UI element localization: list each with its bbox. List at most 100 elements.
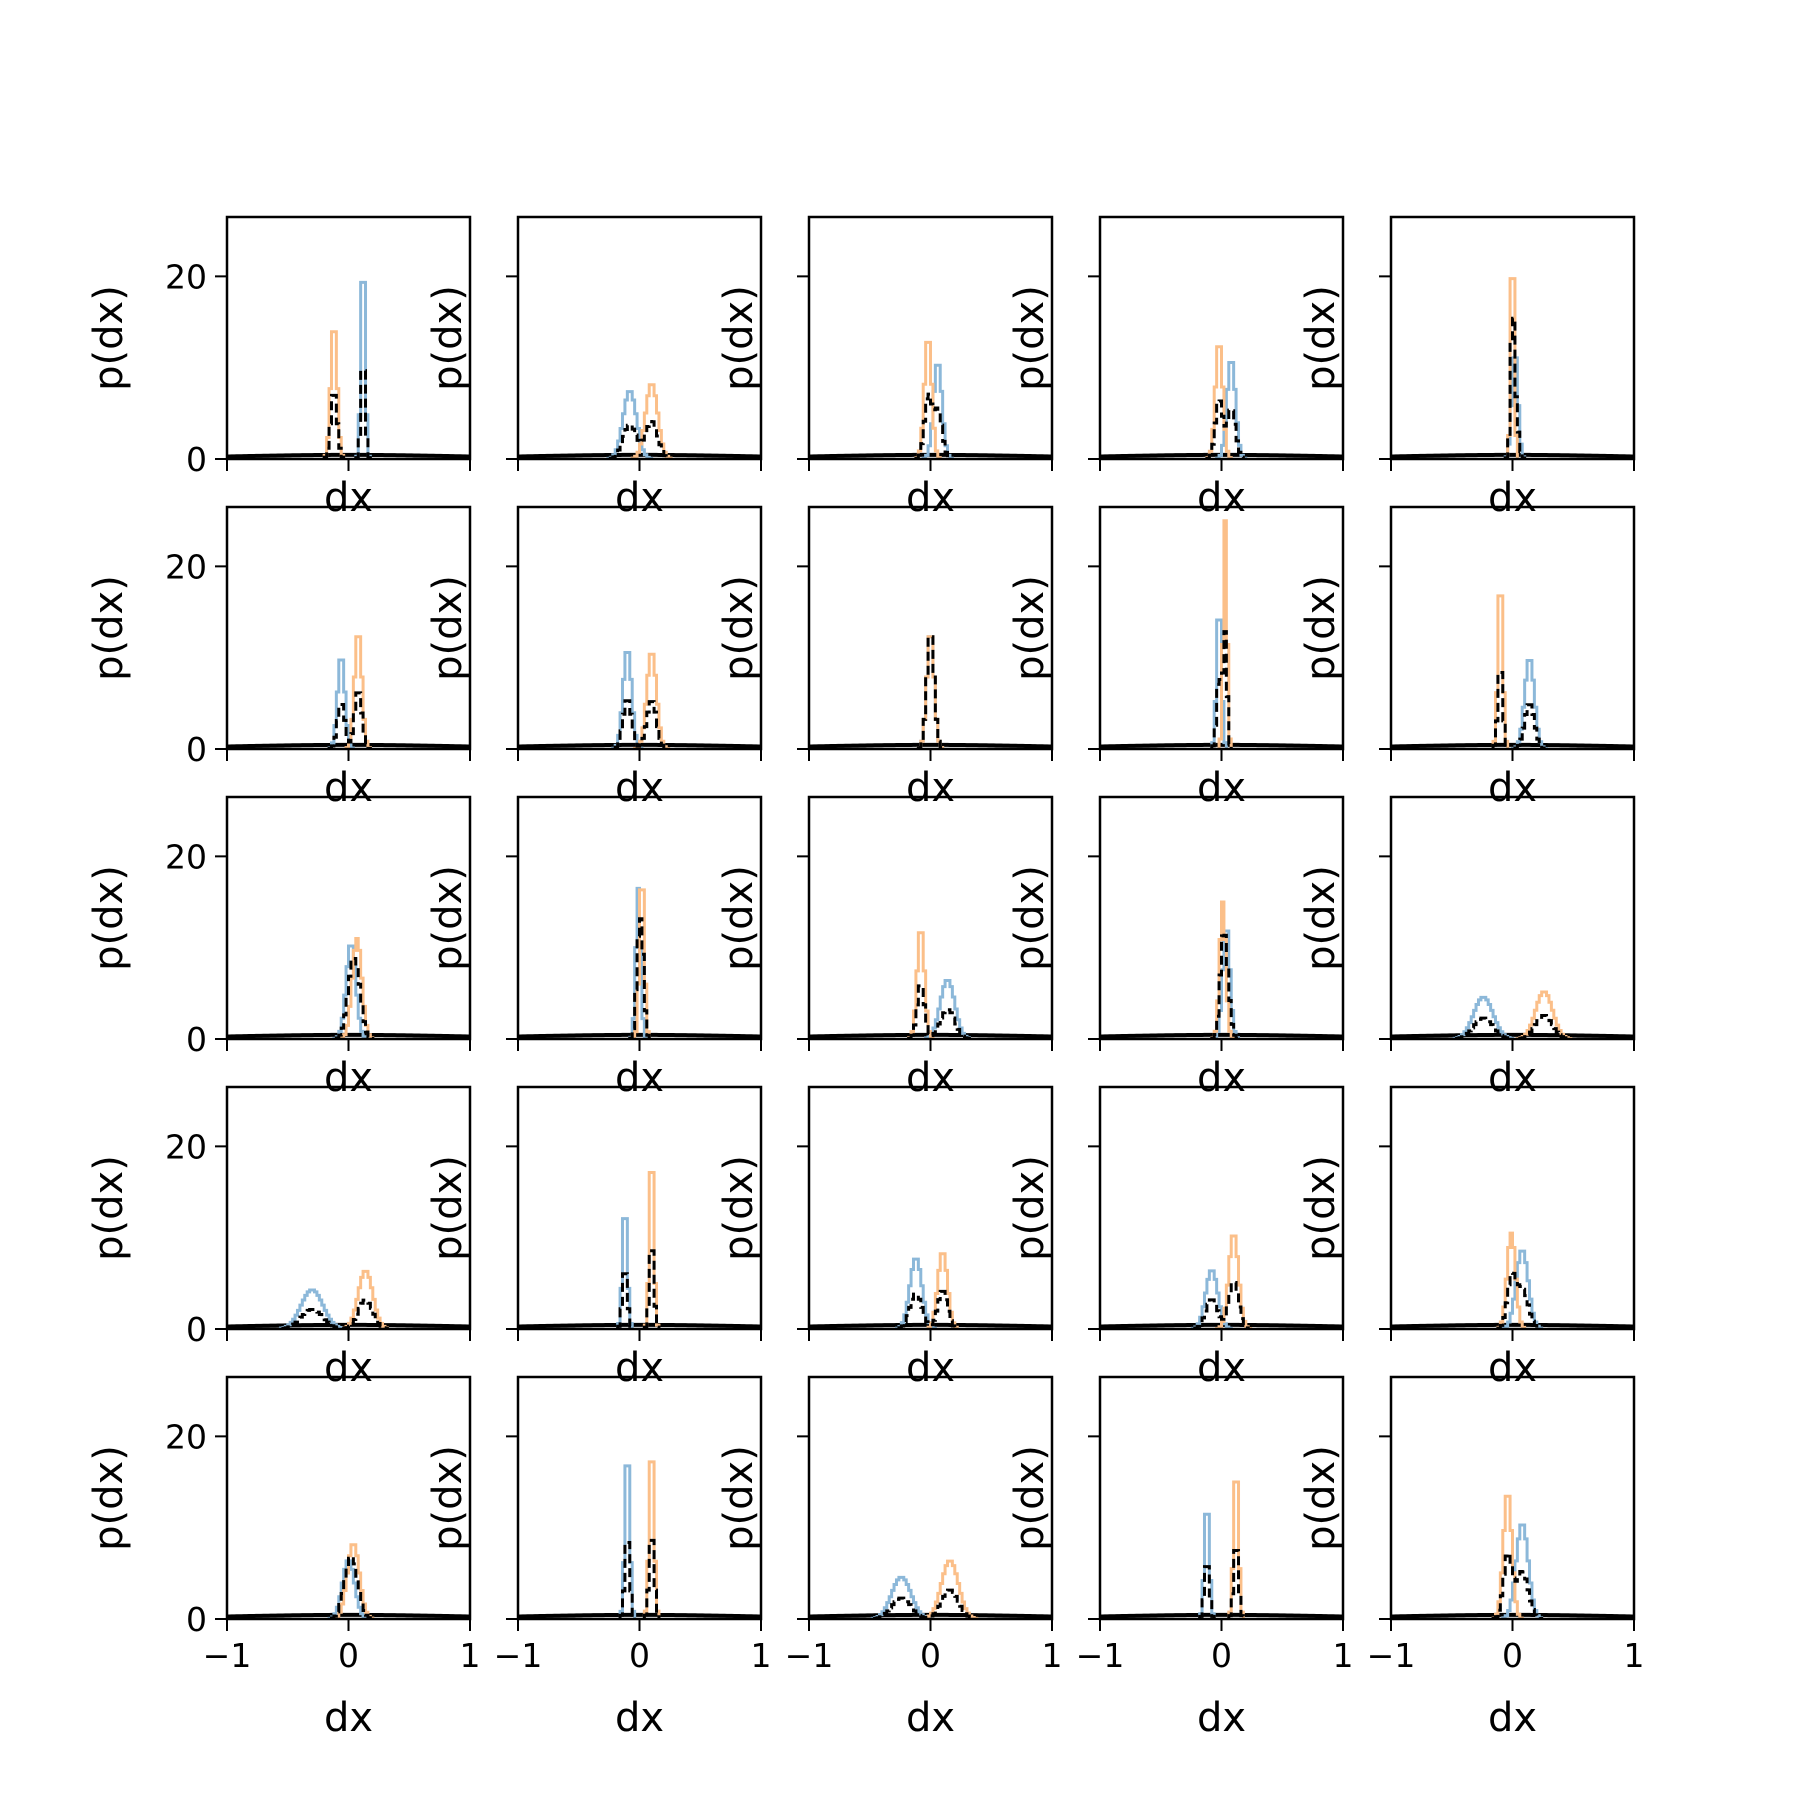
- x-axis-label: dx: [906, 475, 955, 521]
- panel-plot-area: [1391, 594, 1634, 749]
- histogram-orange: [1491, 1494, 1524, 1619]
- panel-r2-c0: 0 20 p(dx) dx: [86, 795, 472, 1101]
- histogram-mixture-dashed: [616, 1249, 661, 1329]
- x-tick-label: 1: [1333, 1636, 1354, 1675]
- histogram-blue: [1501, 1523, 1544, 1619]
- histogram-mixture-dashed: [873, 1588, 976, 1619]
- panel-plot-area: [227, 937, 470, 1039]
- baseline-density-line: [518, 452, 761, 459]
- baseline-density-line: [1391, 1032, 1634, 1039]
- histogram-blue: [1215, 361, 1248, 459]
- panel-r0-c4: p(dx) dx: [1298, 215, 1636, 521]
- x-tick-label: 0: [1211, 1636, 1232, 1675]
- x-axis-label: dx: [1488, 1695, 1537, 1741]
- panel-plot-area: [1100, 900, 1343, 1039]
- panel-plot-area: [809, 635, 1052, 749]
- y-axis-label: p(dx): [1298, 865, 1344, 971]
- x-axis-label: dx: [615, 1695, 664, 1741]
- baseline-density-line: [227, 1612, 470, 1619]
- y-axis-label: p(dx): [716, 865, 762, 971]
- y-tick-label: 0: [186, 1600, 207, 1639]
- x-axis-label: dx: [1488, 1345, 1537, 1391]
- panel-plot-area: [227, 1543, 470, 1619]
- histogram-mixture-dashed: [1503, 316, 1527, 459]
- histogram-mixture-dashed: [608, 420, 671, 459]
- x-axis-label: dx: [324, 1055, 373, 1101]
- histogram-orange: [914, 340, 942, 459]
- histogram-mixture-dashed: [1455, 1014, 1570, 1039]
- panel-plot-area: [1391, 277, 1634, 459]
- y-axis-label: p(dx): [86, 1155, 132, 1261]
- histogram-blue: [1501, 1249, 1544, 1329]
- panel-plot-area: [1100, 1234, 1343, 1329]
- y-axis-label: p(dx): [86, 1445, 132, 1551]
- y-axis-label: p(dx): [425, 1445, 471, 1551]
- histogram-blue: [332, 944, 370, 1039]
- histogram-orange: [1515, 990, 1573, 1039]
- x-axis-label: dx: [1488, 475, 1537, 521]
- baseline-density-line: [227, 1032, 470, 1039]
- x-tick-label: 0: [629, 1636, 650, 1675]
- panel-r1-c2: p(dx) dx: [716, 505, 1054, 811]
- baseline-density-line: [1391, 452, 1634, 459]
- panel-r1-c1: p(dx) dx: [425, 505, 763, 811]
- histogram-blue: [1511, 658, 1549, 749]
- x-tick-label: 1: [1042, 1636, 1063, 1675]
- x-axis-label: dx: [1197, 1695, 1246, 1741]
- baseline-density-line: [518, 1322, 761, 1329]
- y-tick-label: 20: [165, 257, 207, 296]
- y-axis-label: p(dx): [716, 285, 762, 391]
- panel-r3-c0: 0 20 p(dx) dx: [86, 1085, 472, 1391]
- panel-plot-area: [809, 931, 1052, 1039]
- y-axis-label: p(dx): [1298, 575, 1344, 681]
- baseline-density-line: [1100, 742, 1343, 749]
- baseline-density-line: [1391, 742, 1634, 749]
- y-axis-label: p(dx): [1298, 285, 1344, 391]
- panel-plot-area: [1100, 519, 1343, 749]
- panel-r0-c1: p(dx) dx: [425, 215, 763, 521]
- x-axis-label: dx: [1197, 1055, 1246, 1101]
- y-tick-label: 0: [186, 1310, 207, 1349]
- panel-plot-area: [1391, 1494, 1634, 1619]
- panel-plot-area: [227, 1269, 470, 1329]
- panel-plot-area: [809, 1559, 1052, 1619]
- x-axis-label: dx: [615, 765, 664, 811]
- y-axis-label: p(dx): [425, 1155, 471, 1261]
- panel-r4-c0: 020−1 0 1p(dx)dx: [86, 1375, 481, 1741]
- histogram-mixture-dashed: [281, 1298, 389, 1329]
- panel-r4-c1: −1 0 1 p(dx) dx: [425, 1375, 772, 1741]
- baseline-density-line: [809, 742, 1052, 749]
- panels-group: 0 20 p(dx) dx p(dx) dx p(dx) dx p(dx) dx p(dx) dx 0 2…: [86, 215, 1645, 1741]
- histogram-mixture-dashed: [914, 392, 952, 459]
- histogram-blue: [628, 886, 649, 1039]
- panel-plot-area: [1391, 990, 1634, 1039]
- baseline-density-line: [1100, 1612, 1343, 1619]
- histogram-mixture-dashed: [329, 1555, 372, 1619]
- y-axis-label: p(dx): [716, 1155, 762, 1261]
- histogram-mixture-dashed: [1491, 670, 1546, 749]
- x-axis-label: dx: [1488, 765, 1537, 811]
- histogram-mixture-dashed: [1210, 630, 1233, 749]
- x-tick-label: −1: [1367, 1636, 1416, 1675]
- y-tick-label: 0: [186, 1020, 207, 1059]
- y-tick-label: 20: [165, 547, 207, 586]
- histogram-blue: [278, 1288, 346, 1329]
- baseline-density-line: [518, 1032, 761, 1039]
- histogram-mixture-dashed: [1210, 933, 1241, 1039]
- panel-r3-c4: p(dx) dx: [1298, 1085, 1636, 1391]
- y-axis-label: p(dx): [1007, 865, 1053, 971]
- panel-r0-c3: p(dx) dx: [1007, 215, 1345, 521]
- x-axis-label: dx: [1197, 765, 1246, 811]
- y-axis-label: p(dx): [86, 575, 132, 681]
- histogram-orange: [339, 937, 375, 1039]
- panel-plot-area: [1100, 345, 1343, 459]
- baseline-density-line: [1391, 1612, 1634, 1619]
- x-axis-label: dx: [324, 1345, 373, 1391]
- baseline-density-line: [227, 452, 470, 459]
- histogram-orange: [322, 330, 346, 459]
- x-tick-label: 0: [1502, 1636, 1523, 1675]
- histogram-orange: [630, 383, 673, 459]
- baseline-density-line: [518, 1612, 761, 1619]
- x-axis-label: dx: [1488, 1055, 1537, 1101]
